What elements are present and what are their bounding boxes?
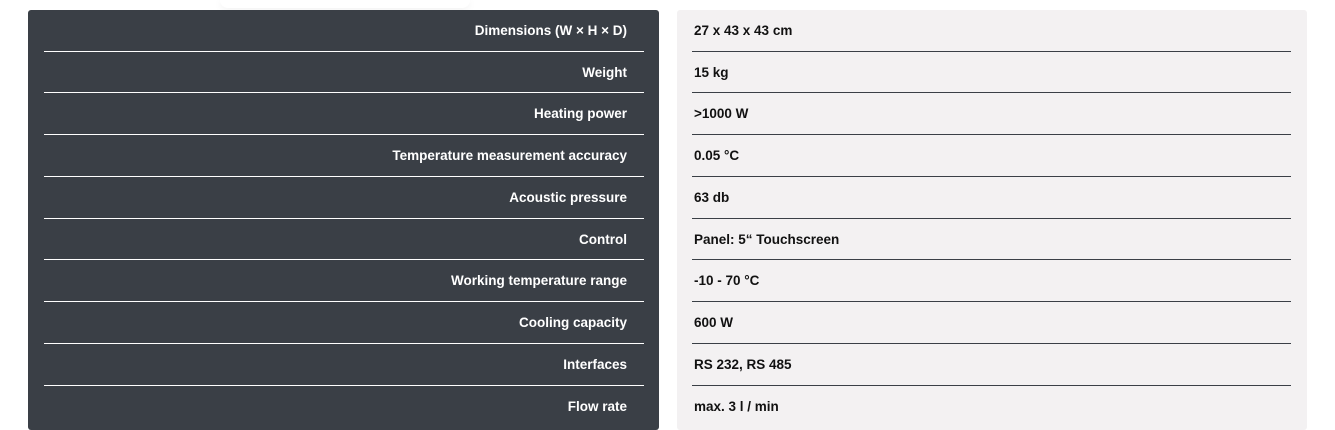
decorative-shadow [220, 0, 470, 8]
spec-label: Weight [44, 52, 644, 94]
spec-value: -10 - 70 °C [692, 261, 1291, 303]
spec-value: RS 232, RS 485 [692, 344, 1291, 386]
spec-values-column: 27 x 43 x 43 cm 15 kg >1000 W 0.05 °C 63 db P… [677, 10, 1307, 430]
spec-value: max. 3 l / min [694, 399, 779, 415]
spec-label: Heating power [44, 94, 644, 136]
spec-value: 0.05 °C [692, 135, 1291, 177]
spec-label: Flow rate [567, 399, 627, 415]
spec-value: >1000 W [692, 94, 1291, 136]
spec-value: Panel: 5“ Touchscreen [692, 219, 1291, 261]
spec-label: Interfaces [44, 344, 644, 386]
spec-value: 600 W [692, 302, 1291, 344]
spec-label: Working temperature range [44, 261, 644, 303]
spec-label: Acoustic pressure [44, 177, 644, 219]
spec-value: 15 kg [692, 52, 1291, 94]
spec-labels-column: Dimensions (W × H × D) Weight Heating powe… [28, 10, 659, 430]
spec-label: Control [44, 219, 644, 261]
spec-value: 27 x 43 x 43 cm [692, 10, 1291, 52]
spec-label: Cooling capacity [44, 302, 644, 344]
spec-label: Dimensions (W × H × D) [44, 10, 644, 52]
spec-label: Temperature measurement accuracy [44, 135, 644, 177]
spec-value: 63 db [692, 177, 1291, 219]
